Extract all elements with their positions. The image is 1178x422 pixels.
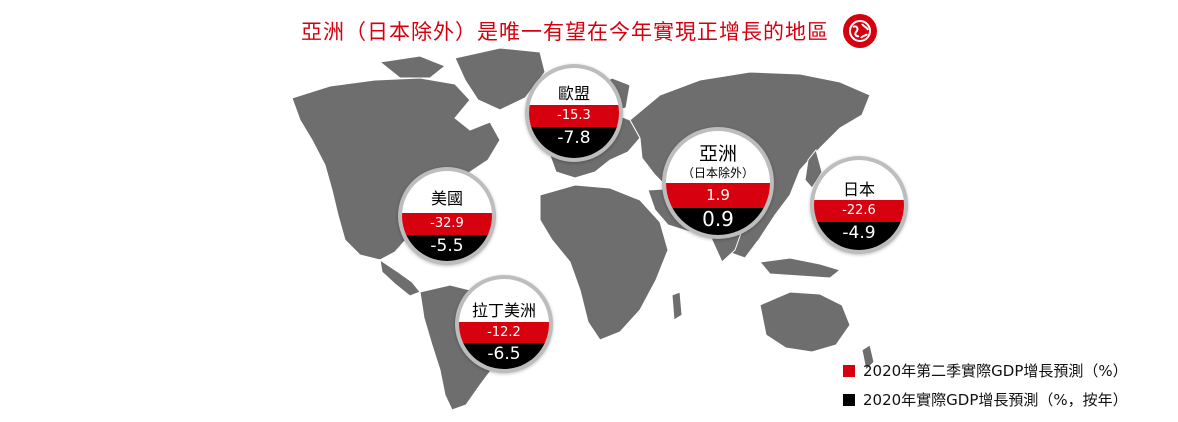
region-sub-asia: （日本除外） (681, 166, 754, 180)
region-name-latam: 拉丁美洲 (471, 301, 536, 320)
region-name-asia: 亞洲 (698, 143, 737, 165)
bubble-us: 美國 -32.9 -5.5 (402, 171, 492, 261)
bubble-latam: 拉丁美洲 -12.2 -6.5 (459, 279, 549, 369)
region-name-japan: 日本 (842, 180, 875, 199)
southeast-asia-islands (759, 257, 842, 279)
year-value-us: -5.5 (402, 235, 492, 261)
madagascar (671, 291, 683, 321)
bubble-japan: 日本 -22.6 -4.9 (814, 160, 904, 250)
legend-label-year: 2020年實際GDP增長預測（%，按年） (863, 391, 1128, 409)
legend-label-q2: 2020年第二季實際GDP增長預測（%） (863, 362, 1128, 380)
japan-islands (804, 148, 823, 189)
greenland (454, 47, 546, 111)
region-name-us: 美國 (430, 189, 463, 208)
year-value-asia: 0.9 (666, 208, 770, 235)
legend-item-q2: 2020年第二季實際GDP增長預測（%） (843, 360, 1128, 381)
q2-value-latam: -12.2 (459, 322, 549, 343)
australia-landmass (759, 291, 851, 353)
q2-value-japan: -22.6 (814, 200, 904, 222)
new-zealand (861, 344, 875, 372)
bubble-asia: 亞洲 （日本除外） 1.9 0.9 (666, 131, 770, 235)
globe-icon (843, 14, 877, 48)
bubble-eu: 歐盟 -15.3 -7.8 (529, 68, 619, 158)
year-value-eu: -7.8 (529, 127, 619, 158)
q2-value-asia: 1.9 (666, 183, 770, 208)
legend-item-year: 2020年實際GDP增長預測（%，按年） (843, 389, 1128, 410)
central-america (379, 258, 421, 297)
year-value-japan: -4.9 (814, 222, 904, 250)
page-title: 亞洲（日本除外）是唯一有望在今年實現正增長的地區 (0, 14, 1178, 48)
q2-value-eu: -15.3 (529, 105, 619, 127)
canada-islands (378, 55, 446, 79)
title-text: 亞洲（日本除外）是唯一有望在今年實現正增長的地區 (301, 20, 829, 44)
q2-value-us: -32.9 (402, 213, 492, 235)
legend-swatch-black (843, 393, 855, 406)
legend-swatch-red (843, 364, 855, 377)
year-value-latam: -6.5 (459, 343, 549, 369)
region-name-eu: 歐盟 (557, 84, 590, 103)
africa-landmass (539, 184, 669, 341)
